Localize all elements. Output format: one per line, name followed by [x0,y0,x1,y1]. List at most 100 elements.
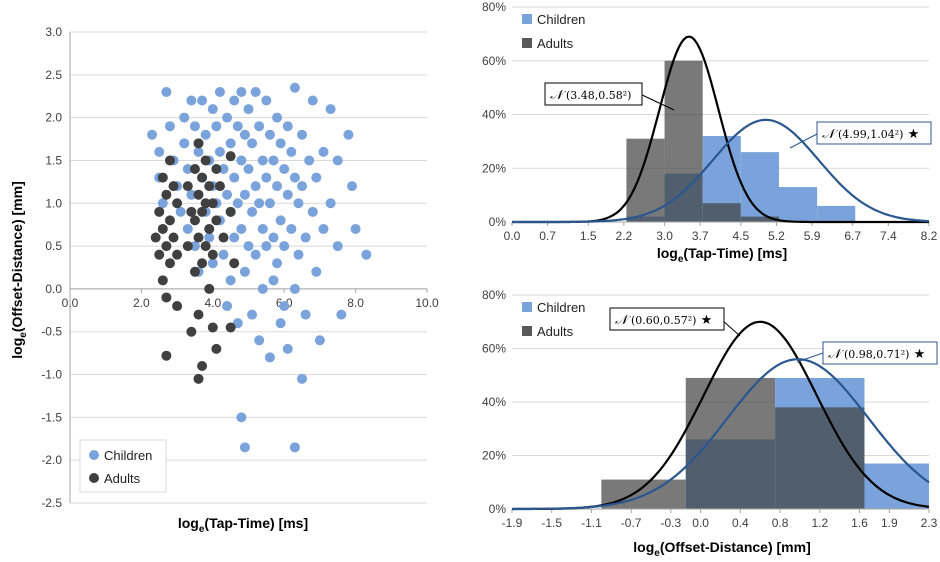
children-point [239,266,250,277]
x-tick-label: 5.9 [804,229,821,243]
x-tick-label: 2.0 [133,296,150,310]
legend-swatch-adults [522,326,532,336]
adults-point [161,189,172,200]
adults-point [157,172,168,183]
children-point [261,241,272,252]
adults-point [157,275,168,286]
adults-point [197,206,208,217]
hist-top-child-annotation: 𝒩 (4.99,1.04²) ★ [789,121,932,149]
children-point [229,172,240,183]
legend-label-adults: Adults [537,324,574,339]
children-point [282,189,293,200]
hist-top-xlabel: loge(Tap-Time) [ms] [657,245,787,265]
y-tick-label: 80% [482,288,506,302]
children-point [236,155,247,166]
children-point [222,301,233,312]
children-point [286,146,297,157]
hist-bottom-legend: Children Adults [522,300,585,339]
x-tick-label: 0.4 [732,516,749,530]
children-point [279,301,290,312]
scatter-xlabel: loge(Tap-Time) [ms] [178,515,308,535]
children-point [272,258,283,269]
x-tick-label: 2.2 [616,229,633,243]
adults-point [157,223,168,234]
children-point [175,206,186,217]
children-point [193,146,204,157]
svg-text:𝒩 (0.60,0.57²) ★: 𝒩 (0.60,0.57²) ★ [615,313,712,328]
children-point [247,206,258,217]
children-point [325,104,336,115]
y-tick-label: 0.0 [45,282,62,296]
adults-point [161,292,172,303]
children-point [204,232,215,243]
legend-marker-children [89,450,99,460]
x-tick-label: 3.0 [656,229,673,243]
adults-point [186,206,197,217]
children-point [257,283,268,294]
legend-label-children: Children [537,12,585,27]
children-point [164,121,175,132]
y-tick-label: 2.0 [45,111,62,125]
y-tick-label: 0% [489,215,507,229]
children-point [254,335,265,346]
adults-point [197,258,208,269]
children-point [264,129,275,140]
children-point [214,86,225,97]
children-point [332,155,343,166]
children-point [239,129,250,140]
children-point [282,343,293,354]
x-tick-label: 5.2 [768,229,785,243]
children-point [268,275,279,286]
children-point [293,198,304,209]
children-point [286,223,297,234]
children-point [289,82,300,93]
y-tick-label: 0.5 [45,239,62,253]
children-point [350,223,361,234]
offset-distance-histogram: 0% 20% 40% 60% 80% -1.9 -1.5 -1.1 -0.7 -0.3 0.0 0.4… [482,288,938,530]
children-point [261,172,272,183]
children-point [250,181,261,192]
adults-point [186,326,197,337]
y-tick-label: 60% [482,342,506,356]
children-point [250,86,261,97]
children-point [243,241,254,252]
children-point [229,232,240,243]
scatter-plot: -2.5 -2.0 -1.5 -1.0 -0.5 0.0 0.5 1.0 1.5 2.0 2.5 3.… [41,25,439,510]
svg-text:𝒩 (0.98,0.71²) ★: 𝒩 (0.98,0.71²) ★ [828,347,925,362]
children-point [147,129,158,140]
children-point [243,104,254,115]
children-point [189,241,200,252]
scatter-ylabel: loge(Offset-Distance) [mm] [9,181,29,358]
children-point [207,258,218,269]
children-point [275,318,286,329]
y-tick-label: 2.5 [45,68,62,82]
children-point [268,155,279,166]
children-point [247,309,258,320]
hist-top-legend: Children Adults [522,12,585,51]
x-tick-label: 0.0 [62,296,79,310]
adults-point [172,301,183,312]
adults-point [211,343,222,354]
x-tick-label: 8.0 [347,296,364,310]
adults-point [225,322,236,333]
children-point [197,95,208,106]
children-point [293,249,304,260]
children-point [282,121,293,132]
bar-children [817,205,856,222]
children-point [222,189,233,200]
children-point [236,86,247,97]
children-point [314,335,325,346]
adults-point [161,350,172,361]
children-point [207,104,218,115]
legend-swatch-children [522,302,532,312]
children-normal-curve [512,118,930,224]
x-tick-label: 7.4 [880,229,897,243]
hist-bottom-xlabel: loge(Offset-Distance) [mm] [633,539,810,559]
adults-point [164,215,175,226]
children-normal-curve [512,358,930,511]
children-point [254,121,265,132]
y-tick-label: 80% [482,0,506,14]
adults-point [182,181,193,192]
children-point [289,172,300,183]
children-point [186,95,197,106]
